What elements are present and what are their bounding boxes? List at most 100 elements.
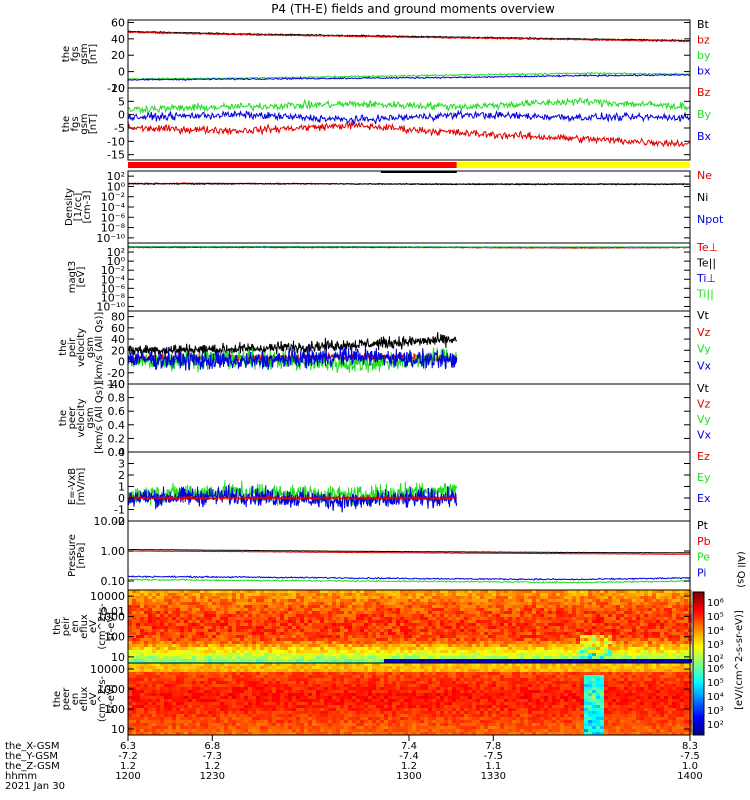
heatmap-cell — [140, 602, 144, 605]
heatmap-cell — [320, 729, 324, 732]
heatmap-cell — [296, 605, 300, 608]
heatmap-cell — [372, 596, 376, 599]
heatmap-cell — [136, 672, 140, 675]
heatmap-cell — [180, 608, 184, 611]
heatmap-cell — [296, 669, 300, 672]
heatmap-cell — [484, 626, 488, 629]
heatmap-cell — [540, 596, 544, 599]
heatmap-cell — [604, 629, 608, 632]
heatmap-cell — [260, 653, 264, 656]
heatmap-cell — [524, 611, 528, 614]
heatmap-cell — [196, 653, 200, 656]
heatmap-cell — [292, 678, 296, 681]
heatmap-cell — [352, 641, 356, 644]
heatmap-cell — [432, 650, 436, 653]
heatmap-cell — [180, 729, 184, 732]
heatmap-cell — [520, 635, 524, 638]
heatmap-cell — [528, 647, 532, 650]
heatmap-cell — [384, 653, 388, 656]
heatmap-cell — [264, 599, 268, 602]
heatmap-cell — [332, 617, 336, 620]
heatmap-cell — [488, 590, 492, 593]
heatmap-cell — [684, 605, 688, 608]
heatmap-cell — [436, 641, 440, 644]
heatmap-cell — [532, 620, 536, 623]
heatmap-cell — [280, 620, 284, 623]
heatmap-cell — [228, 672, 232, 675]
heatmap-cell — [276, 711, 280, 714]
heatmap-cell — [168, 672, 172, 675]
heatmap-cell — [168, 641, 172, 644]
heatmap-cell — [232, 647, 236, 650]
heatmap-cell — [324, 714, 328, 717]
heatmap-cell — [304, 708, 308, 711]
heatmap-cell — [636, 650, 640, 653]
heatmap-cell — [604, 617, 608, 620]
heatmap-cell — [148, 596, 152, 599]
heatmap-cell — [408, 635, 412, 638]
heatmap-cell — [224, 602, 228, 605]
heatmap-cell — [380, 599, 384, 602]
heatmap-cell — [424, 593, 428, 596]
heatmap-cell — [264, 659, 268, 662]
heatmap-cell — [344, 659, 348, 662]
heatmap-cell — [604, 653, 608, 656]
heatmap-cell — [172, 663, 176, 666]
y-tick-label: -2 — [114, 515, 125, 528]
heatmap-cell — [292, 675, 296, 678]
heatmap-cell — [224, 669, 228, 672]
heatmap-cell — [176, 629, 180, 632]
heatmap-cell — [472, 656, 476, 659]
heatmap-cell — [232, 590, 236, 593]
heatmap-cell — [540, 638, 544, 641]
heatmap-cell — [332, 659, 336, 662]
heatmap-cell — [220, 623, 224, 626]
heatmap-cell — [144, 720, 148, 723]
heatmap-cell — [420, 608, 424, 611]
heatmap-cell — [652, 656, 656, 659]
heatmap-cell — [296, 632, 300, 635]
series-fgs_gsm_1-3 — [127, 73, 691, 81]
heatmap-cell — [144, 690, 148, 693]
heatmap-cell — [624, 635, 628, 638]
heatmap-cell — [396, 593, 400, 596]
heatmap-cell — [400, 608, 404, 611]
heatmap-cell — [272, 693, 276, 696]
heatmap-cell — [236, 656, 240, 659]
heatmap-cell — [300, 708, 304, 711]
heatmap-cell — [440, 608, 444, 611]
heatmap-cell — [436, 623, 440, 626]
heatmap-cell — [184, 690, 188, 693]
heatmap-cell — [648, 602, 652, 605]
heatmap-cell — [380, 626, 384, 629]
heatmap-cell — [128, 617, 132, 620]
heatmap-cell — [148, 605, 152, 608]
heatmap-cell — [676, 650, 680, 653]
heatmap-cell — [648, 629, 652, 632]
heatmap-cell — [648, 617, 652, 620]
heatmap-cell — [216, 687, 220, 690]
heatmap-cell — [296, 659, 300, 662]
heatmap-cell — [632, 617, 636, 620]
heatmap-cell — [140, 732, 144, 735]
heatmap-cell — [268, 635, 272, 638]
heatmap-cell — [244, 644, 248, 647]
heatmap-cell — [204, 669, 208, 672]
heatmap-cell — [336, 644, 340, 647]
heatmap-cell — [140, 644, 144, 647]
heatmap-cell — [584, 647, 588, 650]
heatmap-cell — [316, 705, 320, 708]
heatmap-cell — [500, 638, 504, 641]
heatmap-cell — [552, 650, 556, 653]
heatmap-cell — [548, 593, 552, 596]
y-tick-label: 0 — [118, 66, 125, 79]
heatmap-cell — [604, 593, 608, 596]
heatmap-cell — [316, 675, 320, 678]
heatmap-cell — [228, 635, 232, 638]
heatmap-cell — [512, 593, 516, 596]
heatmap-cell — [232, 611, 236, 614]
heatmap-cell — [292, 653, 296, 656]
heatmap-cell — [372, 632, 376, 635]
heatmap-cell — [144, 650, 148, 653]
heatmap-cell — [396, 632, 400, 635]
